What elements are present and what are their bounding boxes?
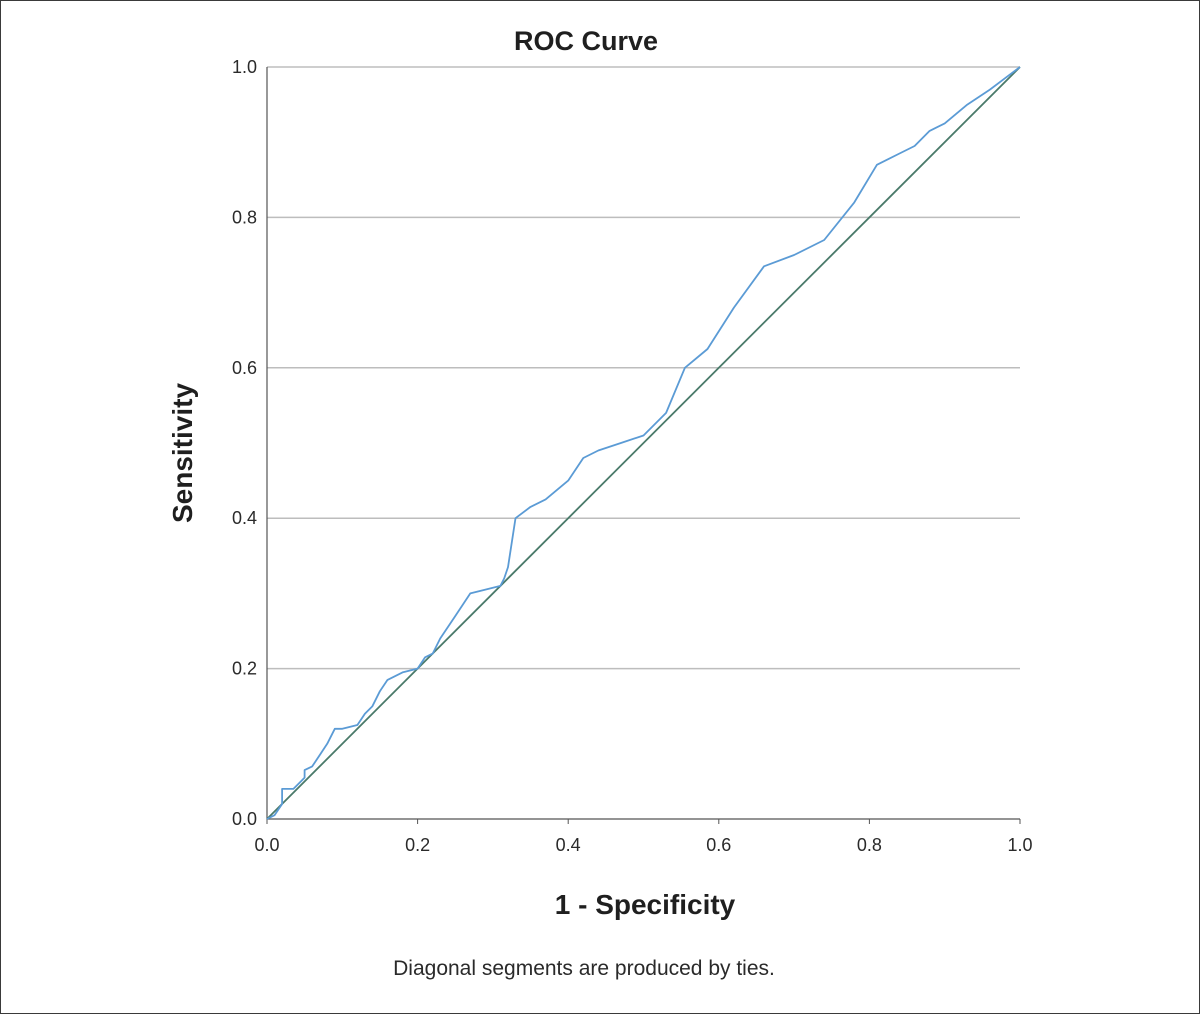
axes (266, 67, 1021, 824)
x-tick-label-0.0: 0.0 (254, 835, 279, 855)
chart-footnote: Diagonal segments are produced by ties. (393, 957, 775, 980)
x-tick-label-0.6: 0.6 (706, 835, 731, 855)
roc-curve-line (266, 66, 1021, 820)
series-layer (266, 66, 1021, 820)
reference-diagonal-line (266, 66, 1021, 820)
y-tick-label-1.0: 1.0 (232, 57, 257, 77)
y-tick-label-0.2: 0.2 (232, 659, 257, 679)
chart-title: ROC Curve (514, 26, 658, 56)
y-tick-label-0.4: 0.4 (232, 508, 257, 528)
y-tick-label-0.0: 0.0 (232, 809, 257, 829)
y-axis-title: Sensitivity (167, 383, 198, 523)
x-tick-label-0.8: 0.8 (857, 835, 882, 855)
tick-labels: 0.0 0.2 0.4 0.6 0.8 1.0 0.0 0.2 0.4 0.6 0.8 1.0 (232, 57, 1033, 855)
x-tick-label-0.4: 0.4 (556, 835, 581, 855)
y-tick-label-0.8: 0.8 (232, 207, 257, 227)
gridlines (267, 66, 1020, 670)
x-tick-label-0.2: 0.2 (405, 835, 430, 855)
y-tick-label-0.6: 0.6 (232, 358, 257, 378)
x-axis-title: 1 - Specificity (555, 889, 736, 920)
x-tick-label-1.0: 1.0 (1007, 835, 1032, 855)
